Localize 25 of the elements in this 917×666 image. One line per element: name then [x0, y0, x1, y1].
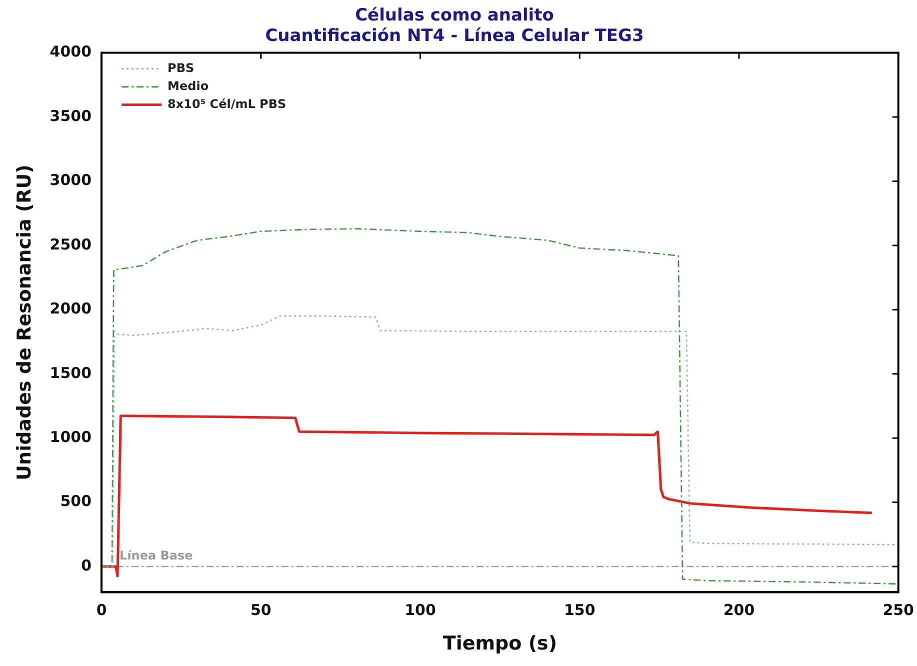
- x-tick-label: 100: [404, 601, 436, 620]
- legend-label: 8x10⁵ Cél/mL PBS: [168, 96, 286, 111]
- x-tick-label: 150: [564, 601, 596, 620]
- y-tick-label: 500: [60, 492, 92, 510]
- legend-label: PBS: [168, 60, 194, 75]
- y-tick-label: 1000: [50, 428, 92, 446]
- y-axis-title: Unidades de Resonancia (RU): [13, 164, 36, 480]
- y-tick-label: 0: [81, 556, 92, 574]
- ref-line-label: Línea Base: [120, 548, 193, 563]
- x-tick-label: 50: [250, 601, 272, 620]
- y-tick-label: 4000: [50, 42, 92, 61]
- text: Cuantificación NT4 - Línea Celular TEG3: [265, 26, 644, 46]
- x-tick-label: 200: [723, 601, 755, 620]
- text: Células como analito: [355, 6, 554, 26]
- x-tick-label: 0: [96, 601, 107, 620]
- x-tick-label: 250: [882, 601, 914, 620]
- line-series: [102, 315, 898, 568]
- y-tick-label: 3000: [50, 171, 92, 190]
- line-series: [102, 228, 898, 584]
- legend-label: Medio: [168, 78, 209, 93]
- y-tick-label: 2000: [50, 300, 92, 318]
- y-tick-label: 1500: [50, 364, 92, 382]
- y-tick-label: 2500: [50, 235, 92, 254]
- y-tick-label: 3500: [50, 106, 92, 125]
- x-axis-title: Tiempo (s): [442, 632, 557, 655]
